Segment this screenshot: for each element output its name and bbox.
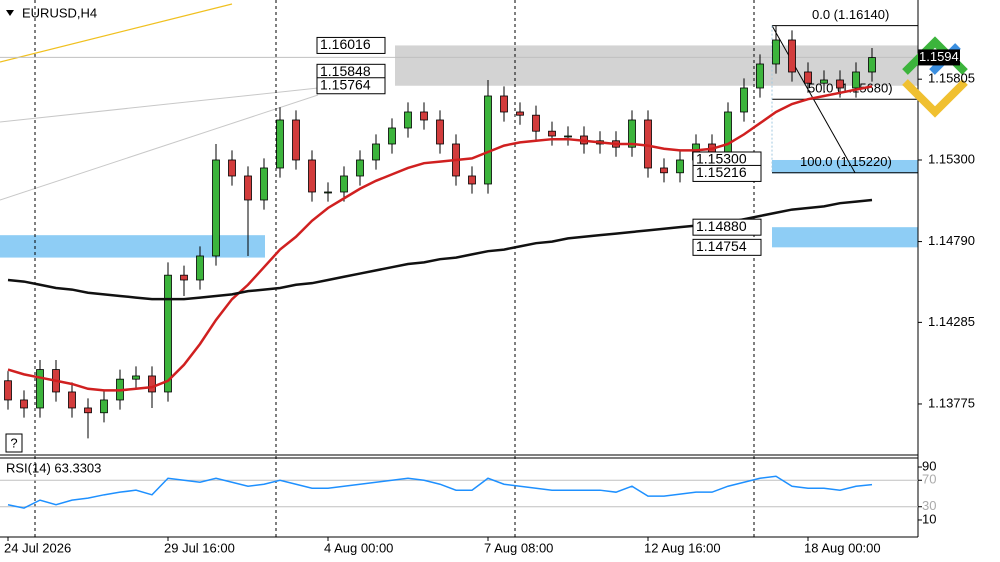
- candle-body: [292, 119, 300, 161]
- candle-body: [436, 119, 444, 145]
- candle-body: [308, 159, 316, 193]
- candle-body: [740, 87, 748, 113]
- rsi-tick-label: 30: [922, 498, 936, 513]
- zone: [772, 227, 918, 248]
- candle-body: [644, 119, 652, 169]
- candle-body: [180, 274, 188, 281]
- candle-body: [148, 375, 156, 393]
- price-label: 1.15216: [692, 164, 762, 182]
- help-text[interactable]: ?: [10, 435, 17, 450]
- candle-body: [548, 130, 556, 137]
- candle-body: [628, 119, 636, 148]
- candle-body: [372, 143, 380, 161]
- candle-body: [68, 391, 76, 409]
- candle-body: [420, 111, 428, 121]
- candle-body: [212, 159, 220, 257]
- candle-body: [260, 167, 268, 201]
- x-tick-label: 18 Aug 00:00: [804, 540, 881, 555]
- candle-body: [788, 39, 796, 73]
- candle-body: [676, 159, 684, 174]
- y-tick-label: 1.13775: [928, 395, 975, 410]
- x-tick-label: 12 Aug 16:00: [644, 540, 721, 555]
- candle-body: [4, 380, 12, 401]
- candle-body: [532, 114, 540, 132]
- price-label-box: [692, 164, 762, 182]
- price-label-box: [316, 77, 386, 95]
- candle-body: [388, 127, 396, 145]
- candle-body: [868, 57, 876, 73]
- y-tick-label: 1.15300: [928, 151, 975, 166]
- price-label: 1.16016: [316, 36, 386, 54]
- candle-body: [500, 95, 508, 113]
- current-price-box: [918, 49, 960, 66]
- candle-body: [100, 399, 108, 414]
- y-tick-label: 1.14285: [928, 314, 975, 329]
- price-label: 1.15764: [316, 76, 386, 95]
- price-label-box: [692, 218, 762, 236]
- candle-body: [20, 399, 28, 409]
- price-label-text: 1.14880: [696, 218, 747, 234]
- candle-body: [324, 191, 332, 194]
- rsi-tick-label: 70: [922, 472, 936, 487]
- candle-body: [356, 159, 364, 177]
- fib-label: 100.0 (1.15220): [800, 154, 892, 169]
- rsi-title: RSI(14) 63.3303: [6, 460, 101, 475]
- price-label: 1.15300: [692, 151, 762, 169]
- candle-body: [404, 111, 412, 129]
- moving-average: [7, 85, 873, 392]
- candle-body: [84, 407, 92, 414]
- price-label-text: 1.15216: [696, 164, 747, 180]
- current-price-text: 1.15941: [919, 49, 966, 64]
- price-label-box: [692, 238, 762, 256]
- candle-body: [836, 79, 844, 89]
- candle-body: [164, 274, 172, 393]
- candle-body: [468, 175, 476, 185]
- candle-body: [820, 79, 828, 84]
- rsi-tick-label: 90: [922, 458, 936, 473]
- zone: [772, 159, 918, 174]
- price-label-text: 1.15848: [320, 63, 371, 79]
- x-tick-label: 24 Jul 2026: [4, 540, 71, 555]
- candle-body: [276, 119, 284, 169]
- candle-body: [244, 175, 252, 201]
- y-tick-label: 1.14790: [928, 233, 975, 248]
- candle-body: [564, 135, 572, 138]
- x-tick-label: 29 Jul 16:00: [164, 540, 235, 555]
- price-label-box: [316, 36, 386, 54]
- x-tick-label: 4 Aug 00:00: [324, 540, 393, 555]
- help-button[interactable]: [5, 433, 23, 453]
- price-label: 1.14754: [692, 238, 762, 256]
- symbol-title: EURUSD,H4: [22, 5, 97, 20]
- x-tick-label: 7 Aug 08:00: [484, 540, 553, 555]
- price-label: 1.15848: [316, 63, 386, 81]
- candle-body: [804, 71, 812, 84]
- fib-label: 50.0 (1.15680): [808, 81, 893, 96]
- rsi-tick-label: 10: [922, 511, 936, 526]
- candle-body: [852, 71, 860, 89]
- price-label-text: 1.15764: [320, 76, 371, 92]
- y-tick-label: 1.15805: [928, 71, 975, 86]
- fib-label: 0.0 (1.16140): [812, 7, 889, 22]
- trend-lines: [0, 3, 319, 201]
- price-label-text: 1.14754: [696, 238, 747, 254]
- candle-body: [228, 159, 236, 177]
- price-label-text: 1.15300: [696, 151, 747, 167]
- candle-body: [756, 63, 764, 89]
- menu-arrow[interactable]: [6, 10, 14, 16]
- candle-body: [772, 39, 780, 65]
- candle-body: [484, 95, 492, 185]
- candle-body: [132, 375, 140, 380]
- zone: [0, 235, 265, 258]
- rsi-line: [7, 475, 873, 509]
- candle-body: [36, 369, 44, 409]
- candle-body: [196, 255, 204, 281]
- price-label: 1.14880: [692, 218, 762, 236]
- candle-body: [340, 175, 348, 193]
- zone: [395, 45, 918, 86]
- price-label-text: 1.16016: [320, 36, 371, 52]
- candle-body: [660, 167, 668, 174]
- candle-body: [516, 111, 524, 116]
